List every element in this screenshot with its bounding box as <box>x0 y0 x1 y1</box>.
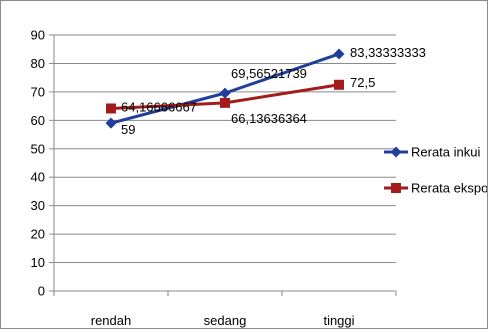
y-tick-label: 80 <box>31 56 45 71</box>
data-label: 83,33333333 <box>350 45 426 60</box>
square-marker <box>106 103 116 114</box>
y-tick-label: 20 <box>31 227 45 242</box>
diamond-marker <box>390 146 402 158</box>
axes: 0 10 20 30 40 50 60 70 80 90 rendah sedang tinggi <box>31 28 397 328</box>
x-category-label: sedang <box>204 313 247 328</box>
grid <box>54 34 396 264</box>
y-tick-label: 10 <box>31 255 45 270</box>
y-tick-label: 40 <box>31 170 45 185</box>
data-label: 69,56521739 <box>231 66 307 81</box>
y-tick-label: 70 <box>31 84 45 99</box>
x-category-label: rendah <box>91 313 131 328</box>
data-label: 59 <box>121 122 135 137</box>
line-chart: 0 10 20 30 40 50 60 70 80 90 rendah sedang tinggi 59… <box>31 28 488 329</box>
data-labels: 59 69,56521739 83,33333333 64,16666667 66,13… <box>121 45 426 137</box>
diamond-marker <box>333 48 345 60</box>
square-marker <box>391 183 401 193</box>
y-tick-label: 0 <box>38 284 45 299</box>
square-marker <box>334 79 344 90</box>
legend: Rerata inkui Rerata ekspo <box>384 145 488 196</box>
square-marker <box>220 97 230 108</box>
diamond-marker <box>219 87 231 99</box>
x-category-label: tinggi <box>323 313 354 328</box>
y-tick-label: 90 <box>31 28 45 43</box>
data-label: 64,16666667 <box>121 99 197 114</box>
diamond-marker <box>105 117 117 129</box>
legend-label: Rerata inkui <box>411 145 480 160</box>
series <box>105 48 345 129</box>
data-label: 66,13636364 <box>231 111 307 126</box>
y-tick-label: 30 <box>31 198 45 213</box>
data-label: 72,5 <box>350 75 375 90</box>
legend-label: Rerata ekspo <box>411 181 487 196</box>
y-tick-label: 60 <box>31 113 45 128</box>
y-tick-label: 50 <box>31 141 45 156</box>
